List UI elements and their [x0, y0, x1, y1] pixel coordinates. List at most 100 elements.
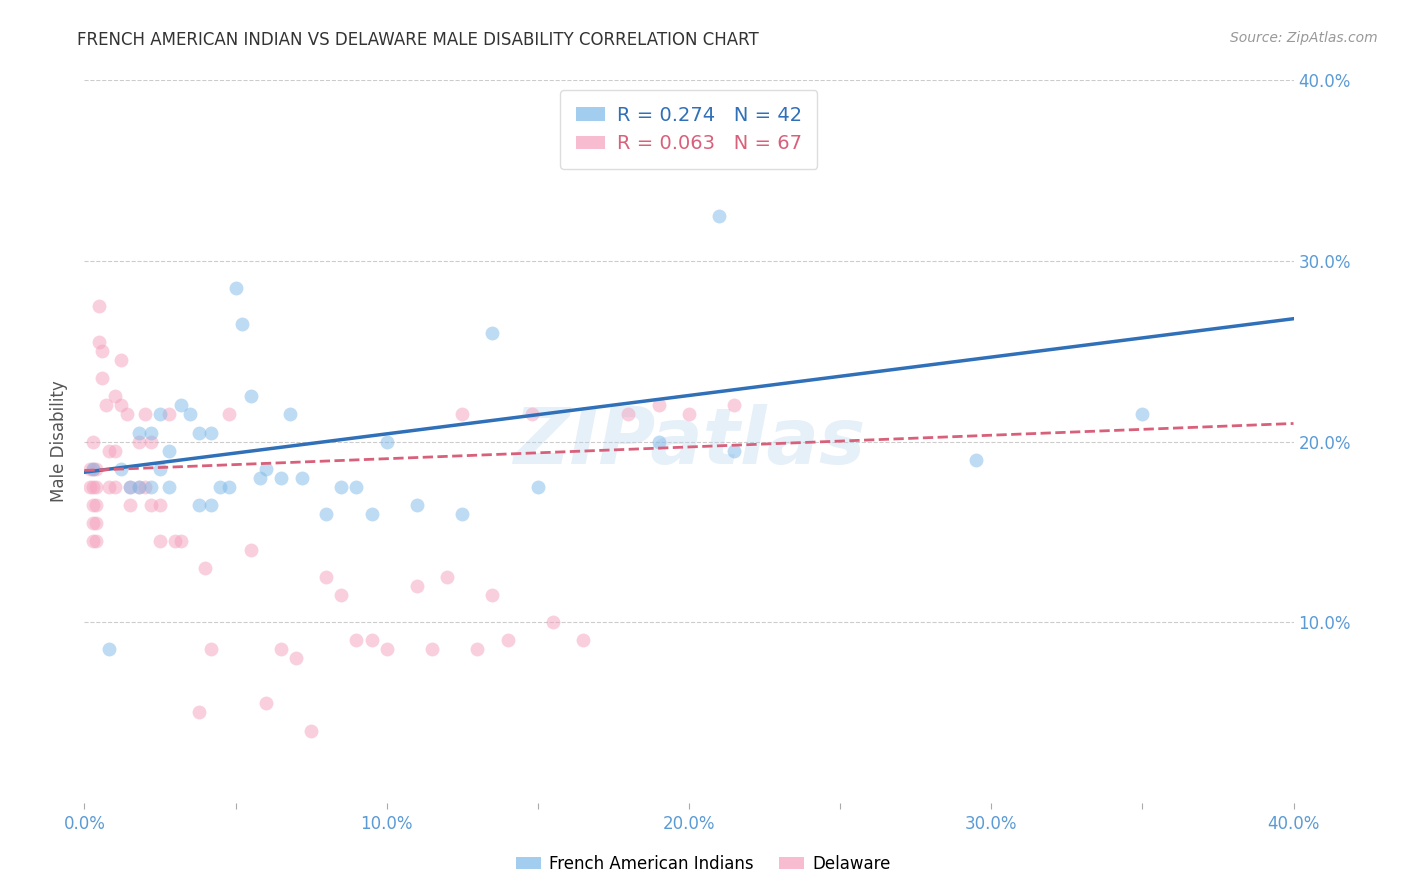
Point	[451, 507, 474, 521]
Point	[170, 398, 193, 412]
Point	[218, 480, 240, 494]
Point	[118, 498, 141, 512]
Point	[254, 461, 277, 475]
Point	[128, 425, 150, 440]
Point	[209, 480, 232, 494]
Point	[285, 651, 308, 665]
Point	[104, 389, 127, 403]
Point	[1130, 408, 1153, 422]
Text: Source: ZipAtlas.com: Source: ZipAtlas.com	[1230, 31, 1378, 45]
Point	[157, 408, 180, 422]
Point	[149, 461, 172, 475]
Point	[79, 480, 101, 494]
Point	[225, 281, 247, 295]
Point	[648, 434, 671, 449]
Point	[157, 443, 180, 458]
Point	[527, 480, 550, 494]
Point	[188, 425, 211, 440]
Point	[91, 344, 114, 359]
Point	[91, 371, 114, 385]
Point	[481, 326, 503, 340]
Point	[278, 408, 301, 422]
Point	[723, 443, 745, 458]
Point	[110, 398, 132, 412]
Point	[239, 389, 262, 403]
Point	[179, 408, 201, 422]
Point	[89, 299, 111, 313]
Point	[134, 408, 156, 422]
Point	[86, 461, 108, 475]
Point	[79, 461, 101, 475]
Point	[239, 542, 262, 557]
Point	[200, 642, 222, 657]
Point	[82, 480, 104, 494]
Point	[118, 480, 141, 494]
Point	[231, 317, 253, 331]
Legend: R = 0.274   N = 42, R = 0.063   N = 67: R = 0.274 N = 42, R = 0.063 N = 67	[561, 90, 817, 169]
Point	[97, 480, 120, 494]
Point	[188, 498, 211, 512]
Point	[82, 533, 104, 548]
Point	[149, 408, 172, 422]
Point	[200, 425, 222, 440]
Point	[481, 588, 503, 602]
Point	[496, 633, 519, 648]
Point	[82, 434, 104, 449]
Point	[254, 697, 277, 711]
Point	[617, 408, 640, 422]
Point	[420, 642, 443, 657]
Point	[270, 642, 292, 657]
Point	[157, 480, 180, 494]
Point	[110, 353, 132, 368]
Point	[467, 642, 489, 657]
Point	[139, 480, 162, 494]
Point	[149, 533, 172, 548]
Point	[406, 498, 429, 512]
Point	[139, 425, 162, 440]
Point	[315, 507, 337, 521]
Point	[115, 408, 138, 422]
Point	[94, 398, 117, 412]
Point	[118, 480, 141, 494]
Point	[218, 408, 240, 422]
Point	[165, 533, 187, 548]
Point	[299, 723, 322, 738]
Point	[406, 579, 429, 593]
Text: FRENCH AMERICAN INDIAN VS DELAWARE MALE DISABILITY CORRELATION CHART: FRENCH AMERICAN INDIAN VS DELAWARE MALE …	[77, 31, 759, 49]
Point	[86, 516, 108, 530]
Point	[375, 434, 398, 449]
Point	[346, 480, 368, 494]
Point	[965, 452, 987, 467]
Point	[436, 570, 458, 584]
Point	[128, 434, 150, 449]
Point	[82, 498, 104, 512]
Point	[541, 615, 564, 630]
Point	[82, 461, 104, 475]
Point	[330, 588, 353, 602]
Point	[291, 471, 314, 485]
Point	[128, 480, 150, 494]
Point	[678, 408, 700, 422]
Point	[360, 633, 382, 648]
Point	[723, 398, 745, 412]
Point	[315, 570, 337, 584]
Point	[188, 706, 211, 720]
Point	[360, 507, 382, 521]
Point	[270, 471, 292, 485]
Point	[86, 480, 108, 494]
Point	[86, 533, 108, 548]
Point	[134, 480, 156, 494]
Text: ZIPatlas: ZIPatlas	[513, 403, 865, 480]
Point	[149, 498, 172, 512]
Point	[572, 633, 595, 648]
Point	[89, 335, 111, 350]
Point	[110, 461, 132, 475]
Point	[97, 443, 120, 458]
Point	[104, 480, 127, 494]
Point	[520, 408, 543, 422]
Point	[346, 633, 368, 648]
Point	[82, 461, 104, 475]
Point	[330, 480, 353, 494]
Point	[200, 498, 222, 512]
Point	[82, 516, 104, 530]
